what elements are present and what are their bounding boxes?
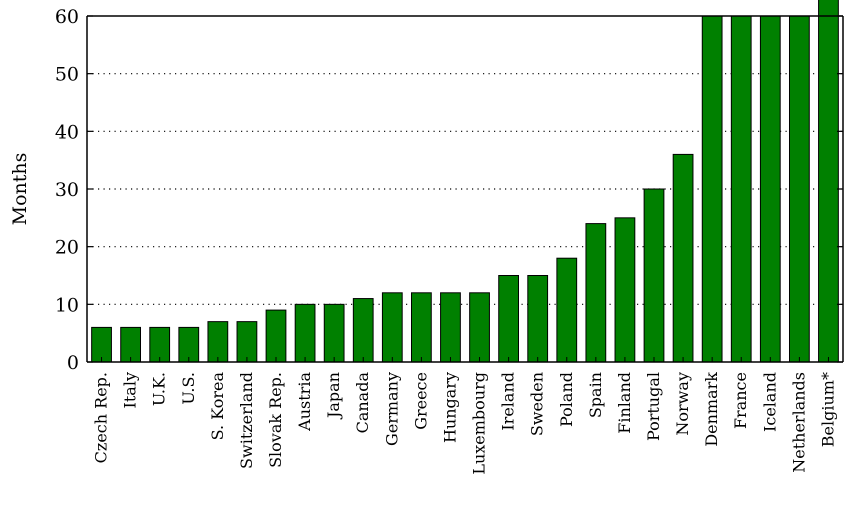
bar-canada [352, 298, 374, 362]
bar-portugal [643, 188, 665, 362]
x-category-label: S. Korea [208, 372, 227, 441]
x-category-label: Poland [557, 372, 576, 427]
x-category-label: Switzerland [237, 372, 256, 469]
x-category-label: Ireland [499, 372, 518, 431]
bar-ireland [498, 275, 520, 362]
x-category-label: France [731, 372, 750, 429]
bar-france [730, 15, 752, 362]
x-category-label: Germany [382, 372, 401, 446]
bar-spain [585, 223, 607, 362]
bar-iceland [759, 15, 781, 362]
x-category-label: Finland [615, 372, 634, 434]
y-tick-label: 50 [55, 64, 79, 86]
grid-lines [87, 73, 843, 305]
bar-slovak-rep [265, 309, 287, 362]
y-tick-label: 20 [55, 237, 79, 259]
bar-czech-rep [91, 326, 112, 362]
bars [91, 0, 839, 362]
bar-sweden [527, 275, 549, 362]
bar-greece [410, 292, 432, 362]
plot-frame [86, 15, 844, 363]
bar-luxembourg [469, 292, 490, 362]
x-category-label: Netherlands [789, 372, 808, 473]
bar-hungary [440, 292, 461, 362]
x-category-label: U.K. [150, 372, 169, 406]
x-category-label: Iceland [760, 372, 779, 432]
bar-belgium [818, 0, 839, 362]
bar-u-k [149, 326, 171, 362]
bar-netherlands [788, 15, 810, 362]
x-category-label: Denmark [702, 372, 721, 447]
x-category-label: Canada [353, 372, 372, 434]
bar-poland [556, 257, 578, 362]
x-category-label: U.S. [179, 372, 198, 405]
bar-germany [381, 292, 403, 362]
x-category-label: Portugal [644, 372, 663, 441]
bar-japan [323, 303, 345, 362]
bar-finland [614, 217, 636, 362]
bar-italy [120, 326, 142, 362]
y-axis-ticks: 0 10 20 30 40 50 60 [55, 6, 843, 374]
x-category-label: Norway [673, 372, 692, 436]
x-category-label: Slovak Rep. [266, 372, 285, 468]
y-tick-label: 0 [67, 352, 79, 374]
x-category-label: Sweden [528, 372, 547, 436]
bar-u-s [178, 326, 200, 362]
y-tick-label: 10 [55, 294, 79, 316]
y-tick-label: 60 [55, 6, 79, 28]
bar-denmark [701, 15, 723, 362]
y-tick-label: 40 [55, 121, 79, 143]
bar-switzerland [236, 321, 258, 362]
x-category-label: Luxembourg [470, 372, 489, 475]
x-category-label: Hungary [440, 372, 459, 443]
x-category-label: Belgium* [818, 372, 837, 447]
x-category-label: Greece [411, 372, 430, 430]
x-category-label: Czech Rep. [92, 372, 111, 463]
y-axis-title: Months [9, 153, 31, 226]
y-tick-label: 30 [55, 179, 79, 201]
x-category-label: Austria [295, 372, 314, 432]
x-category-label: Italy [121, 372, 140, 408]
bar-norway [672, 153, 694, 362]
x-axis-labels: Czech Rep. Italy U.K. U.S. S. Korea Switzerla… [92, 372, 838, 475]
bar-s-korea [207, 321, 229, 362]
bar-austria [294, 303, 316, 362]
x-category-label: Spain [586, 372, 605, 418]
x-category-label: Japan [324, 372, 343, 420]
